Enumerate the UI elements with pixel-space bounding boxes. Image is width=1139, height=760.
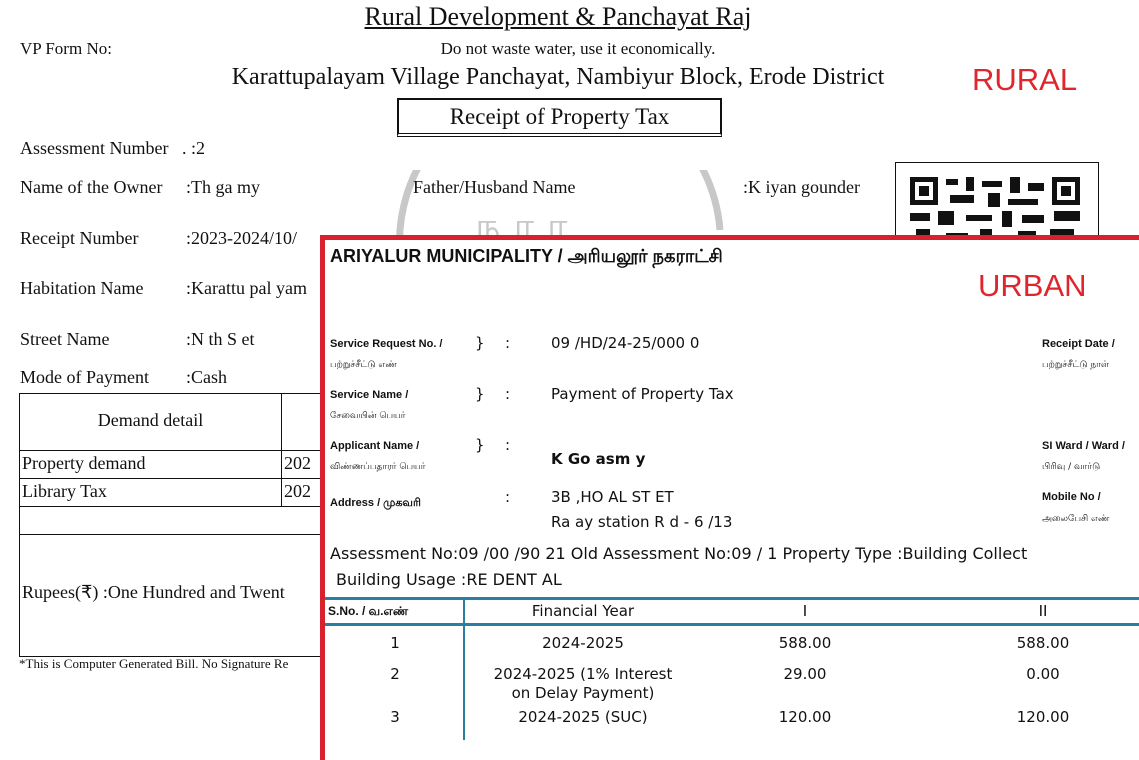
assessment-number-value: . :2: [182, 138, 206, 158]
demand-table: Demand detail Property demand 202 Librar…: [19, 393, 340, 657]
urban-title: ARIYALUR MUNICIPALITY / அரியலூர் நகராட்ச…: [330, 246, 723, 266]
cell-ii: 120.00: [1016, 708, 1070, 726]
field-label: Address / முகவரி: [330, 497, 421, 509]
field-label-tamil: அலைபேசி எண்: [1042, 514, 1110, 524]
urban-receipt: ARIYALUR MUNICIPALITY / அரியலூர் நகராட்ச…: [320, 235, 1139, 760]
field-label: Mode of Payment: [20, 367, 149, 387]
cell-ii: 588.00: [1016, 634, 1070, 652]
urban-tag: URBAN: [978, 268, 1087, 303]
address-line-2: Ra ay station R d - 6 /13: [551, 513, 733, 531]
receipt-title: Receipt of Property Tax: [397, 98, 722, 137]
cell-sno: 2: [390, 665, 400, 683]
demand-item: Library Tax: [22, 481, 107, 501]
field-label: Name of the Owner: [20, 177, 163, 197]
cell-i: 29.00: [783, 665, 827, 683]
colon: :: [505, 436, 511, 454]
rural-title: Rural Development & Panchayat Raj: [364, 2, 752, 31]
payment-mode-value: :Cash: [186, 367, 228, 387]
rupees-in-words: Rupees(₹) :One Hundred and Twent: [22, 582, 285, 602]
field-label-tamil: பற்றுச்சீட்டு எண்: [330, 360, 397, 370]
mobile-label: Mobile No /: [1042, 491, 1101, 503]
brace: }: [475, 385, 485, 403]
receipt-number-value: :2023-2024/10/: [186, 228, 297, 248]
field-label-tamil: சேவையின் பெயர்: [330, 411, 406, 421]
table-row: [20, 506, 340, 507]
vp-form-label: VP Form No:: [20, 39, 112, 58]
field-label: Habitation Name: [20, 278, 144, 298]
cell-year-line2: on Delay Payment): [511, 684, 655, 702]
applicant-name-value: K Go asm y: [551, 450, 646, 468]
cell-sno: 3: [390, 708, 400, 726]
field-label-tamil: விண்ணப்பதாரர் பெயர்: [330, 462, 426, 472]
cell-year: 2024-2025 (1% Interest: [493, 665, 673, 683]
qr-code-box: [895, 162, 1099, 245]
col-header-year: Financial Year: [531, 602, 635, 620]
cell-sno: 1: [390, 634, 400, 652]
column-divider: [463, 600, 465, 740]
field-label: Service Name /: [330, 389, 409, 401]
table-row: Library Tax 202: [20, 478, 340, 501]
panchayat-name: Karattupalayam Village Panchayat, Nambiy…: [231, 64, 885, 90]
ward-label: SI Ward / Ward /: [1042, 440, 1125, 452]
receipt-date-label: Receipt Date /: [1042, 338, 1115, 350]
owner-name-value: :Th ga my: [186, 177, 260, 197]
cell-ii: 0.00: [1026, 665, 1060, 683]
field-label: Receipt Number: [20, 228, 139, 248]
col-header-ii: II: [1038, 602, 1048, 620]
field-label-tamil: பற்றுச்சீட்டு நாள்: [1042, 360, 1109, 370]
field-label: Service Request No. /: [330, 338, 443, 350]
brace: }: [475, 436, 485, 454]
assessment-line: Assessment No:09 /00 /90 21 Old Assessme…: [330, 544, 1028, 563]
field-label-tamil: பிரிவு / வார்டு: [1042, 462, 1101, 472]
col-header-i: I: [802, 602, 808, 620]
field-label: Applicant Name /: [330, 440, 420, 452]
table-top-rule: [325, 597, 1139, 600]
service-request-value: 09 /HD/24-25/000 0: [551, 334, 700, 352]
table-row: Property demand 202: [20, 450, 340, 473]
slogan: Do not waste water, use it economically.: [440, 39, 716, 58]
demand-item: Property demand: [22, 453, 146, 473]
street-value: :N th S et: [186, 329, 255, 349]
demand-year: 202: [284, 481, 311, 501]
field-label: Street Name: [20, 329, 110, 349]
father-value: :K iyan gounder: [743, 177, 860, 197]
rural-tag: RURAL: [972, 62, 1078, 97]
brace: }: [475, 334, 485, 352]
colon: :: [505, 334, 511, 352]
footnote: *This is Computer Generated Bill. No Sig…: [19, 656, 289, 671]
table-header-rule: [325, 623, 1139, 626]
colon: :: [505, 385, 511, 403]
cell-i: 120.00: [778, 708, 832, 726]
cell-year: 2024-2025: [542, 634, 624, 652]
colon: :: [505, 488, 511, 506]
col-header-sno: S.No. / வ.எண்: [328, 604, 409, 618]
building-usage-line: Building Usage :RE DENT AL: [336, 570, 562, 589]
habitation-value: :Karattu pal yam: [186, 278, 307, 298]
address-line-1: 3B ,HO AL ST ET: [551, 488, 674, 506]
cell-year: 2024-2025 (SUC): [518, 708, 648, 726]
father-label: Father/Husband Name: [413, 177, 576, 197]
demand-year: 202: [284, 453, 311, 473]
service-name-value: Payment of Property Tax: [551, 385, 734, 403]
cell-i: 588.00: [778, 634, 832, 652]
field-label: Assessment Number: [20, 138, 169, 158]
demand-header: Demand detail: [97, 410, 204, 430]
table-row: Rupees(₹) :One Hundred and Twent: [20, 534, 340, 602]
